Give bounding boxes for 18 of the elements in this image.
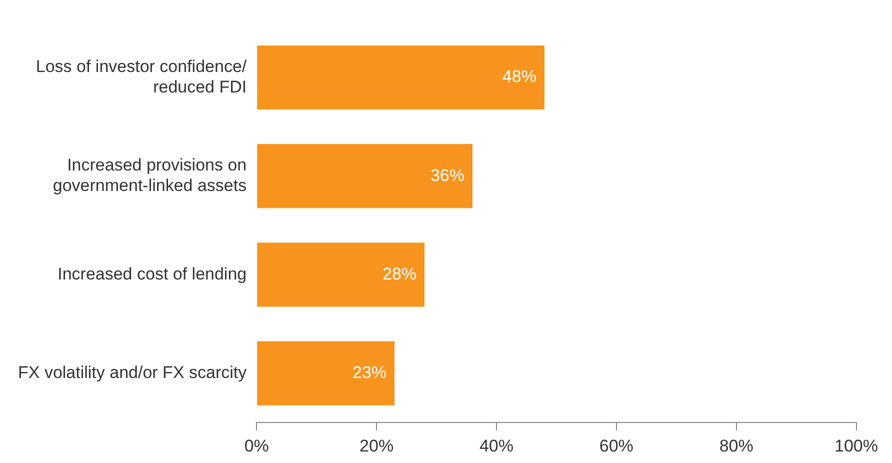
x-tick-label: 20%	[360, 436, 394, 456]
bar	[257, 242, 425, 307]
bar	[257, 144, 472, 208]
y-tick-label: FX volatility and/or FX scarcity	[18, 362, 248, 382]
data-label: 23%	[352, 362, 387, 382]
x-tick-label: 100%	[834, 436, 878, 456]
x-tick-label: 60%	[599, 436, 634, 456]
data-label: 36%	[430, 166, 464, 185]
bar	[257, 341, 395, 406]
x-tick-label: 80%	[719, 436, 754, 456]
bar	[257, 45, 544, 110]
data-label: 48%	[502, 67, 536, 86]
y-tick-label: Increased cost of lending	[58, 264, 247, 284]
x-tick-label: 0%	[244, 436, 269, 456]
x-tick-label: 40%	[479, 436, 514, 456]
y-tick-label: Increased provisions on government-linked assets	[52, 156, 247, 195]
y-tick-label: Loss of investor confidence/ reduced FDI	[36, 56, 247, 96]
data-label: 28%	[382, 264, 417, 284]
